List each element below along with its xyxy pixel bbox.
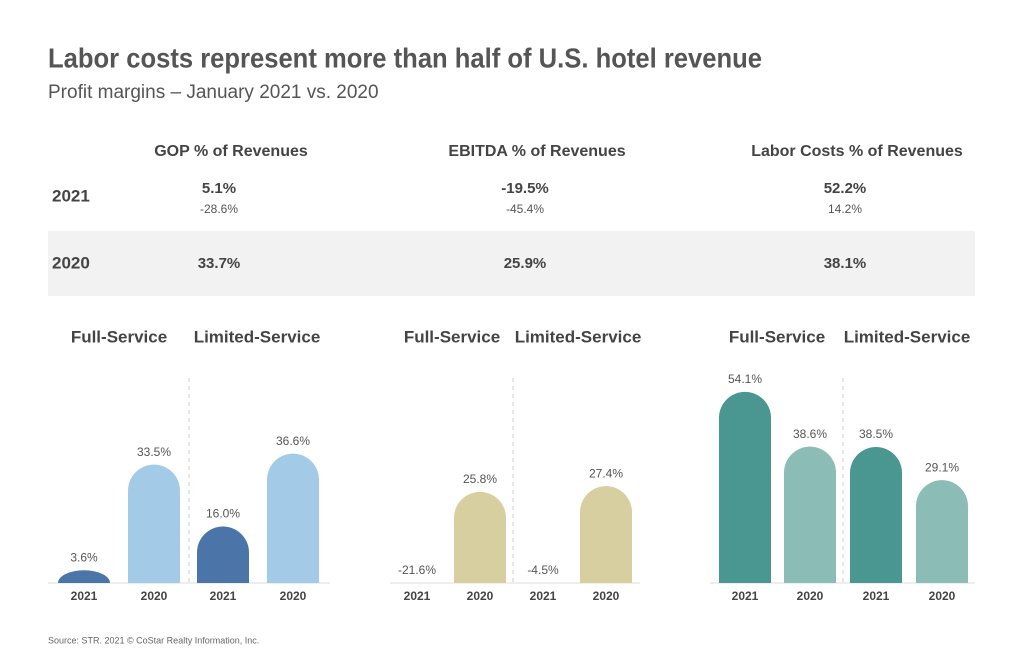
bar bbox=[454, 491, 506, 583]
bar bbox=[267, 453, 319, 583]
cell-value: 52.2% bbox=[824, 180, 867, 197]
cell-value: 38.1% bbox=[824, 255, 867, 272]
bar bbox=[197, 526, 249, 583]
cell-value: -19.5% bbox=[501, 180, 549, 197]
panel-title: Limited-Service bbox=[194, 327, 321, 346]
bar-label: 38.6% bbox=[793, 427, 827, 441]
column-header: EBITDA % of Revenues bbox=[448, 143, 625, 160]
bar-label: 29.1% bbox=[925, 460, 959, 474]
x-tick-label: 2020 bbox=[929, 589, 956, 603]
panel-title: Limited-Service bbox=[844, 327, 971, 346]
subtitle: Profit margins – January 2021 vs. 2020 bbox=[48, 82, 379, 103]
bar bbox=[128, 464, 180, 583]
bar-label: 16.0% bbox=[206, 507, 240, 521]
bar bbox=[850, 446, 902, 583]
title: Labor costs represent more than half of … bbox=[48, 42, 762, 73]
bar-label: -4.5% bbox=[527, 563, 559, 577]
row-band bbox=[48, 231, 975, 296]
x-tick-label: 2021 bbox=[404, 589, 431, 603]
source: Source: STR. 2021 © CoStar Realty Inform… bbox=[48, 635, 259, 645]
bar bbox=[916, 480, 968, 583]
cell-value: 33.7% bbox=[198, 255, 241, 272]
panel-title: Limited-Service bbox=[515, 327, 642, 346]
bar bbox=[719, 391, 771, 583]
x-tick-label: 2021 bbox=[863, 589, 890, 603]
bar-label: -21.6% bbox=[398, 563, 436, 577]
bar-label: 25.8% bbox=[463, 472, 497, 486]
bar-label: 54.1% bbox=[728, 372, 762, 386]
x-tick-label: 2021 bbox=[210, 589, 237, 603]
cell-change: -28.6% bbox=[200, 202, 238, 216]
column-header: Labor Costs % of Revenues bbox=[751, 143, 963, 160]
charts: Full-Service 3.6% 2021 33.5% 2020 Limited-Ser… bbox=[48, 327, 975, 603]
cell-change: -45.4% bbox=[506, 202, 544, 216]
bar-label: 38.5% bbox=[859, 427, 893, 441]
bar bbox=[784, 446, 836, 583]
x-tick-label: 2021 bbox=[71, 589, 98, 603]
x-tick-label: 2020 bbox=[467, 589, 494, 603]
panel-title: Full-Service bbox=[404, 327, 500, 346]
panel-title: Full-Service bbox=[71, 327, 167, 346]
row-label: 2021 bbox=[52, 186, 90, 205]
cell-value: 25.9% bbox=[504, 255, 547, 272]
x-tick-label: 2021 bbox=[732, 589, 759, 603]
x-tick-label: 2021 bbox=[530, 589, 557, 603]
x-tick-label: 2020 bbox=[141, 589, 168, 603]
table: GOP % of Revenues EBITDA % of Revenues Lab… bbox=[52, 143, 963, 272]
bar-label: 3.6% bbox=[70, 550, 98, 564]
panel-title: Full-Service bbox=[729, 327, 825, 346]
x-tick-label: 2020 bbox=[280, 589, 307, 603]
bar bbox=[58, 570, 110, 583]
bar-label: 36.6% bbox=[276, 434, 310, 448]
bar bbox=[580, 486, 632, 583]
x-tick-label: 2020 bbox=[593, 589, 620, 603]
x-tick-label: 2020 bbox=[797, 589, 824, 603]
row-label: 2020 bbox=[52, 253, 90, 272]
bar-label: 27.4% bbox=[589, 466, 623, 480]
cell-value: 5.1% bbox=[202, 180, 236, 197]
bar-label: 33.5% bbox=[137, 445, 171, 459]
cell-change: 14.2% bbox=[828, 202, 862, 216]
column-header: GOP % of Revenues bbox=[154, 143, 308, 160]
